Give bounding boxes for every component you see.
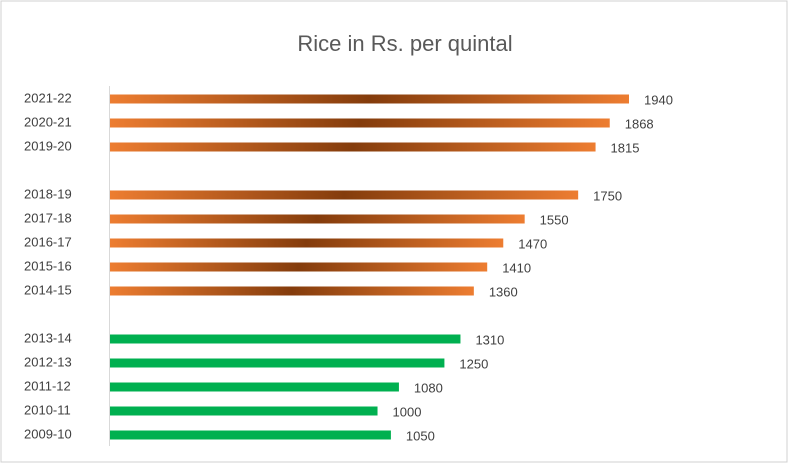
data-label: 1750 [593, 188, 622, 203]
y-tick-label: 2011-12 [24, 378, 71, 393]
bar [110, 214, 525, 224]
bar [110, 238, 504, 248]
y-tick-label: 2013-14 [24, 330, 72, 345]
bar [110, 430, 391, 440]
y-tick-label: 2020-21 [24, 114, 72, 129]
bar [110, 382, 399, 392]
bar [110, 142, 596, 152]
data-label: 1815 [611, 140, 640, 155]
data-label: 1250 [459, 356, 488, 371]
y-tick-label: 2019-20 [24, 138, 72, 153]
bar [110, 358, 445, 368]
data-label: 1550 [540, 212, 569, 227]
y-tick-label: 2015-16 [24, 258, 72, 273]
bar [110, 406, 378, 416]
y-tick-label: 2017-18 [24, 210, 72, 225]
y-tick-label: 2016-17 [24, 234, 72, 249]
chart-title: Rice in Rs. per quintal [297, 31, 512, 56]
data-label: 1310 [475, 332, 504, 347]
bar [110, 286, 474, 296]
data-label: 1410 [502, 260, 531, 275]
y-tick-label: 2014-15 [24, 282, 72, 297]
data-label: 1868 [625, 116, 654, 131]
bar [110, 262, 488, 272]
bar [110, 190, 579, 200]
y-tick-label: 2010-11 [24, 402, 71, 417]
y-tick-label: 2012-13 [24, 354, 72, 369]
y-tick-label: 2009-10 [24, 426, 72, 441]
bar [110, 94, 629, 104]
data-label: 1080 [414, 380, 443, 395]
data-label: 1360 [489, 284, 518, 299]
bar [110, 118, 610, 128]
y-tick-label: 2018-19 [24, 186, 72, 201]
data-label: 1000 [393, 404, 422, 419]
data-label: 1050 [406, 428, 435, 443]
data-label: 1940 [644, 92, 673, 107]
bar [110, 334, 461, 344]
data-label: 1470 [518, 236, 547, 251]
y-tick-label: 2021-22 [24, 90, 72, 105]
